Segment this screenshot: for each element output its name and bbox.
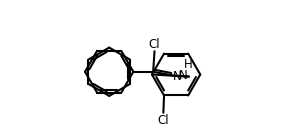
Text: H: H (184, 58, 192, 71)
Text: N: N (179, 69, 188, 82)
Text: N: N (173, 70, 181, 83)
Text: Cl: Cl (158, 114, 169, 127)
Text: Cl: Cl (149, 38, 160, 51)
